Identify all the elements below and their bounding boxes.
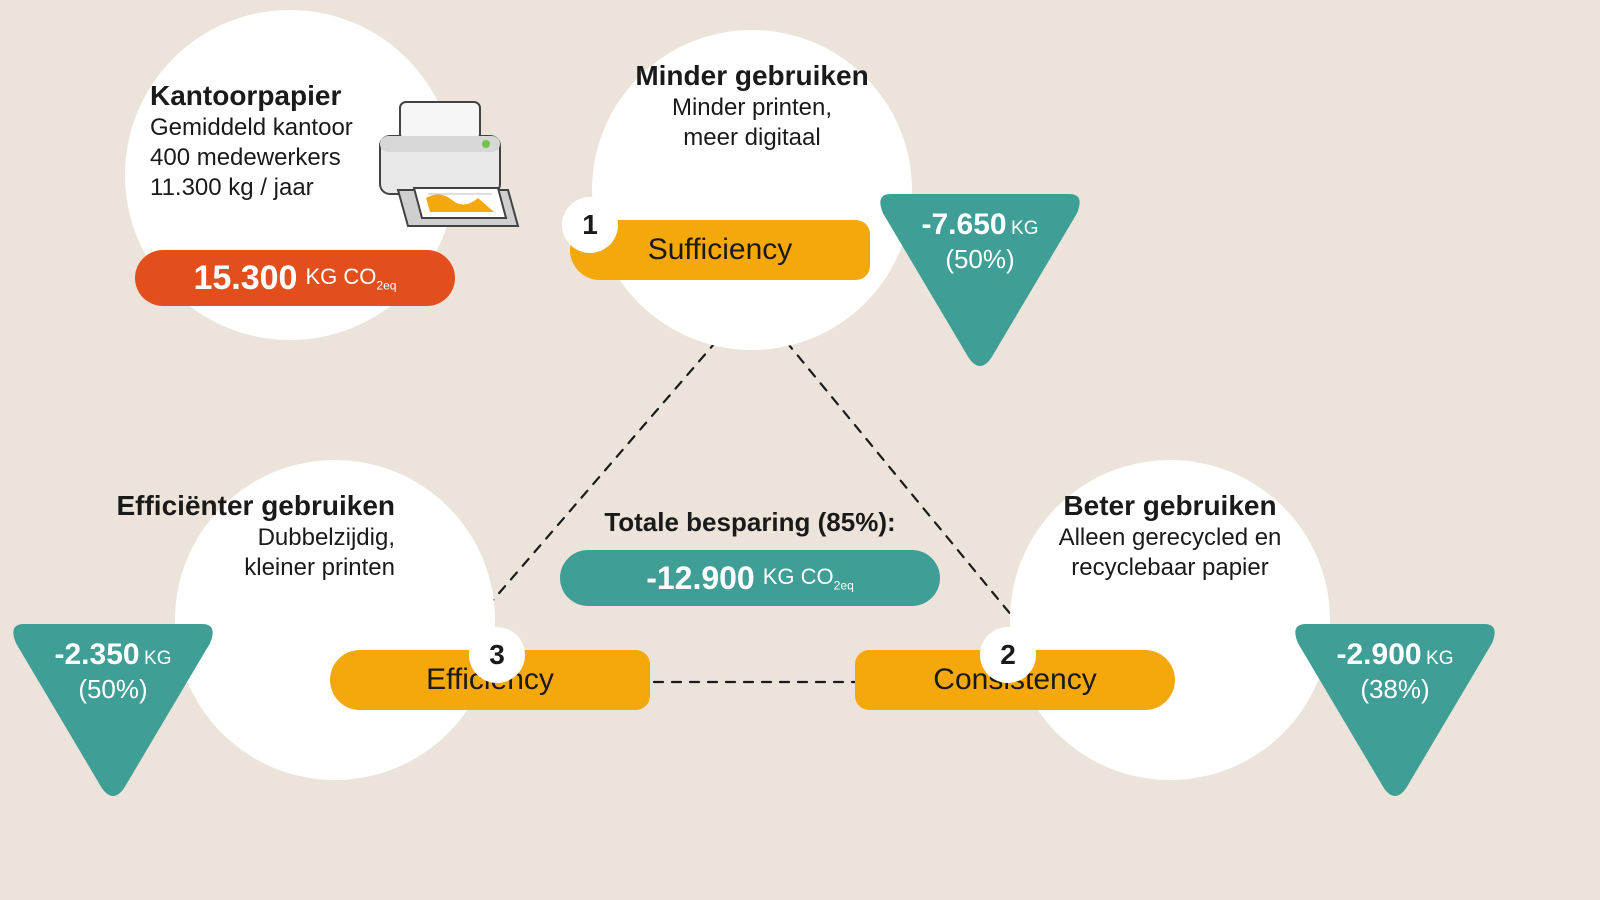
total-pill: -12.900KG CO2eq <box>560 550 940 606</box>
sufficiency-number-badge: 1 <box>562 197 618 253</box>
consistency-number-badge: 2 <box>980 627 1036 683</box>
sufficiency-triangle: -7.650 KG(50%) <box>875 194 1085 374</box>
consistency-heading: Beter gebruikenAlleen gerecycled enrecyc… <box>1030 488 1310 583</box>
intro-co2-pill: 15.300KG CO2eq <box>135 250 455 306</box>
efficiency-number-badge: 3 <box>469 627 525 683</box>
total-title: Totale besparing (85%): <box>560 506 940 539</box>
printer-icon <box>360 90 530 240</box>
consistency-triangle: -2.900 KG(38%) <box>1290 624 1500 804</box>
efficiency-triangle: -2.350 KG(50%) <box>8 624 218 804</box>
infographic-stage: KantoorpapierGemiddeld kantoor400 medewe… <box>0 0 1600 900</box>
efficiency-heading: Efficiënter gebruikenDubbelzijdig,kleine… <box>115 488 395 583</box>
sufficiency-heading: Minder gebruikenMinder printen,meer digi… <box>612 58 892 153</box>
